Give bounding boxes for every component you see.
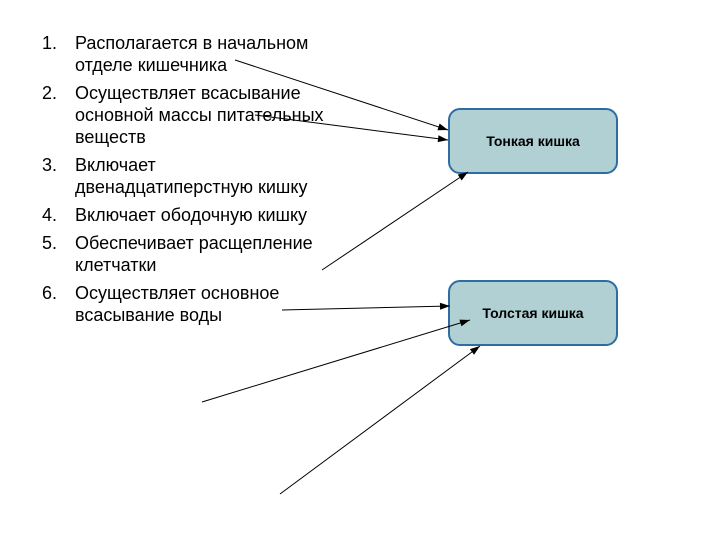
box-thick-intestine: Толстая кишка bbox=[448, 280, 618, 346]
list-item: 2.Осуществляет всасывание основной массы… bbox=[75, 82, 385, 148]
arrow-head bbox=[437, 124, 448, 131]
list-item: 1.Располагается в начальном отделе кишеч… bbox=[75, 32, 385, 76]
arrow-line bbox=[280, 346, 480, 494]
list-item-text: Обеспечивает расщепление клетчатки bbox=[75, 232, 335, 276]
list-item: 4.Включает ободочную кишку bbox=[75, 204, 385, 226]
list-item-number: 6. bbox=[27, 282, 75, 304]
list-item: 3.Включает двенадцатиперстную кишку bbox=[75, 154, 385, 198]
arrow-head bbox=[438, 135, 448, 142]
arrow-head bbox=[470, 346, 480, 355]
diagram-stage: 1.Располагается в начальном отделе кишеч… bbox=[0, 0, 720, 540]
list-item-text: Располагается в начальном отделе кишечни… bbox=[75, 32, 335, 76]
list-item-text: Осуществляет основное всасывание воды bbox=[75, 282, 335, 326]
list-item: 6. Осуществляет основное всасывание воды bbox=[75, 282, 385, 326]
box-thin-label: Тонкая кишка bbox=[486, 133, 580, 149]
list-item-text: Осуществляет всасывание основной массы п… bbox=[75, 82, 335, 148]
list-item-number: 2. bbox=[27, 82, 75, 104]
list-item-number: 5. bbox=[27, 232, 75, 254]
statements-list: 1.Располагается в начальном отделе кишеч… bbox=[75, 32, 385, 332]
arrow-line bbox=[202, 320, 470, 402]
list-item-number: 4. bbox=[27, 204, 75, 226]
box-thick-label: Толстая кишка bbox=[482, 305, 583, 321]
list-item-number: 3. bbox=[27, 154, 75, 176]
list-item-text: Включает ободочную кишку bbox=[75, 204, 307, 226]
list-item-number: 1. bbox=[27, 32, 75, 54]
list-item-text: Включает двенадцатиперстную кишку bbox=[75, 154, 335, 198]
list-item: 5.Обеспечивает расщепление клетчатки bbox=[75, 232, 385, 276]
box-thin-intestine: Тонкая кишка bbox=[448, 108, 618, 174]
